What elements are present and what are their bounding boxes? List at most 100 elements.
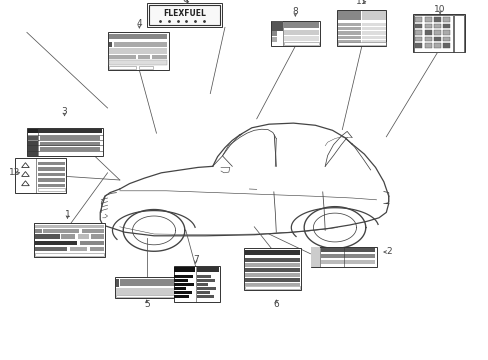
Bar (38, 189, 65, 191)
Bar (362, 27, 385, 30)
Bar (146, 3, 222, 27)
Text: 5: 5 (143, 300, 149, 309)
Bar (414, 43, 422, 48)
Text: 7: 7 (192, 255, 198, 264)
Text: 8: 8 (292, 7, 298, 16)
Bar (424, 43, 431, 48)
Bar (337, 42, 385, 45)
Bar (244, 286, 300, 289)
Bar (28, 141, 38, 156)
Bar (174, 291, 191, 294)
Bar (108, 48, 167, 54)
Bar (115, 279, 118, 287)
Bar (337, 27, 361, 30)
Bar (271, 37, 276, 41)
Bar (244, 248, 300, 290)
Bar (424, 37, 431, 41)
Bar (113, 42, 167, 47)
Bar (413, 15, 452, 52)
Bar (196, 295, 214, 298)
Bar (108, 55, 136, 59)
Bar (414, 17, 422, 22)
Bar (414, 24, 422, 28)
Bar (38, 167, 65, 171)
Bar (442, 24, 449, 28)
Bar (40, 147, 100, 151)
Bar (196, 279, 215, 282)
Bar (82, 229, 103, 233)
Bar (244, 249, 300, 255)
Bar (321, 260, 374, 264)
Bar (89, 247, 103, 251)
Text: 10: 10 (433, 4, 445, 13)
Bar (424, 17, 431, 22)
Bar (362, 23, 385, 26)
Bar (244, 258, 300, 262)
Bar (414, 30, 422, 35)
Bar (321, 248, 374, 252)
Bar (433, 37, 440, 41)
Bar (310, 247, 376, 267)
Text: 4: 4 (136, 19, 142, 28)
Bar (115, 288, 175, 295)
Bar (196, 267, 219, 272)
Bar (108, 33, 167, 39)
Bar (362, 40, 385, 43)
Bar (337, 31, 361, 35)
Bar (139, 66, 153, 69)
Bar (321, 254, 374, 258)
Bar (138, 55, 150, 59)
Bar (174, 275, 192, 278)
Bar (174, 267, 195, 272)
Bar (38, 178, 65, 182)
Bar (35, 240, 77, 245)
Bar (196, 291, 209, 294)
Bar (173, 266, 220, 302)
Bar (174, 287, 185, 290)
Text: 11: 11 (355, 0, 367, 6)
Bar (424, 30, 431, 35)
Bar (91, 234, 103, 239)
Bar (362, 36, 385, 39)
Bar (28, 129, 102, 132)
Bar (28, 129, 38, 132)
Bar (310, 247, 319, 267)
Bar (196, 287, 216, 290)
Text: 12: 12 (9, 168, 20, 177)
Bar (108, 60, 167, 64)
Bar (108, 66, 136, 69)
Bar (424, 24, 431, 28)
Bar (244, 278, 300, 282)
Bar (271, 21, 320, 46)
Bar (412, 14, 464, 52)
Bar (38, 162, 65, 165)
Bar (15, 158, 66, 193)
Bar (337, 40, 361, 43)
Bar (337, 10, 386, 46)
Bar (38, 173, 65, 176)
Bar (284, 22, 319, 28)
Bar (28, 141, 38, 146)
Bar (152, 55, 167, 59)
Bar (174, 279, 187, 282)
Bar (35, 225, 104, 228)
Bar (433, 24, 440, 28)
Bar (61, 234, 75, 239)
Bar (196, 283, 208, 286)
Bar (70, 247, 87, 251)
Bar (35, 234, 60, 239)
Bar (244, 273, 300, 276)
Bar (149, 5, 220, 25)
Bar (35, 247, 67, 251)
Text: 2: 2 (385, 248, 391, 256)
Bar (284, 36, 319, 41)
Bar (414, 37, 422, 41)
Bar (78, 234, 89, 239)
Bar (244, 283, 300, 287)
Text: 1: 1 (64, 210, 70, 219)
Bar (442, 43, 449, 48)
Bar (108, 42, 112, 47)
Bar (38, 184, 65, 187)
Bar (433, 30, 440, 35)
Text: 9: 9 (182, 0, 187, 6)
